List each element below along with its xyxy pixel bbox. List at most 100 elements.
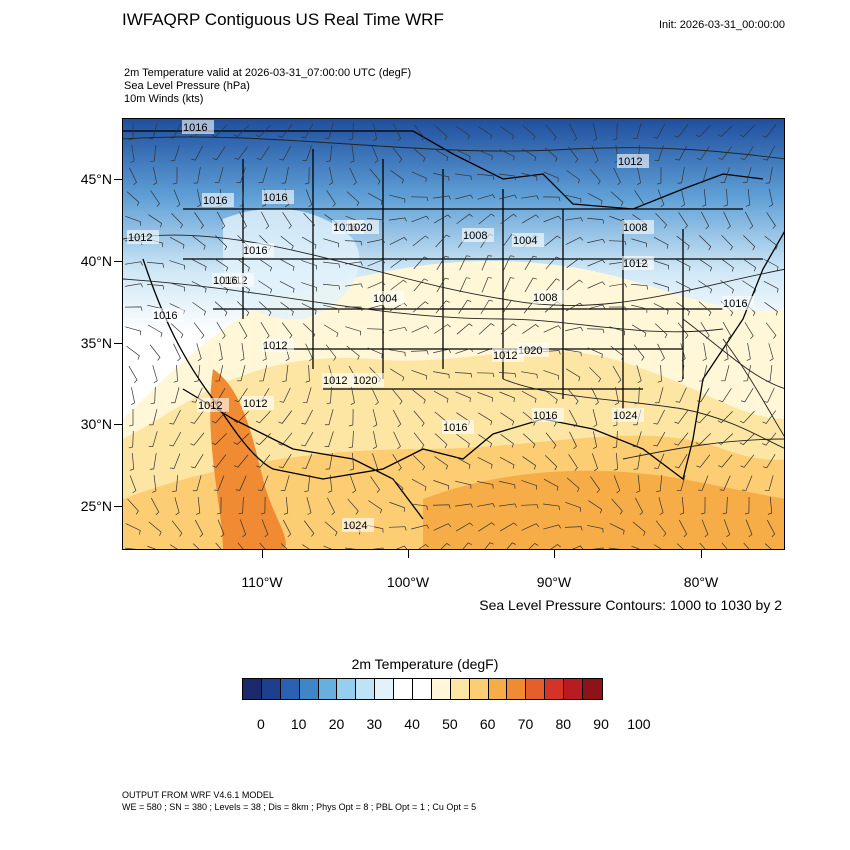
- svg-text:1004: 1004: [373, 293, 397, 305]
- wind-barb: [587, 347, 603, 359]
- colorbar-swatch: [243, 679, 262, 699]
- lat-label-45n: 45°N: [80, 171, 112, 187]
- wind-barb: [372, 409, 378, 428]
- isobar-label: 1012: [622, 256, 654, 270]
- wind-barb: [462, 542, 472, 549]
- svg-text:1016: 1016: [443, 422, 467, 434]
- colorbar-swatch: [431, 679, 451, 699]
- wind-barb: [455, 194, 474, 200]
- wind-barb: [455, 173, 472, 181]
- wind-barb: [614, 387, 619, 405]
- wind-barb: [433, 195, 451, 200]
- wind-barb: [587, 281, 606, 289]
- wind-barb: [171, 520, 183, 537]
- wind-barb: [762, 124, 777, 138]
- wind-barb: [216, 496, 222, 515]
- wind-barb: [678, 519, 688, 538]
- wind-barb: [500, 126, 514, 140]
- wind-barb: [484, 542, 494, 549]
- wind-barb: [240, 343, 245, 361]
- isobar: [123, 136, 784, 160]
- wind-barb: [545, 278, 560, 292]
- wind-barb: [305, 189, 313, 208]
- wind-barb: [478, 412, 493, 426]
- wind-barb: [323, 261, 340, 268]
- lat-tick: [114, 179, 122, 180]
- wind-barb: [745, 189, 751, 207]
- wind-barb: [765, 322, 777, 339]
- wind-barb: [698, 258, 713, 272]
- wind-barb: [411, 503, 428, 511]
- svg-text:1016: 1016: [723, 298, 747, 310]
- wind-barb: [653, 431, 666, 447]
- wind-barb: [125, 261, 143, 266]
- wind-barb: [543, 325, 562, 333]
- wind-barb: [499, 391, 515, 403]
- svg-text:1016: 1016: [213, 275, 237, 287]
- wind-barb: [721, 234, 733, 251]
- wind-barb: [150, 190, 160, 207]
- wind-barb: [190, 432, 205, 446]
- wind-barb: [389, 501, 405, 512]
- isobar-label: 1004: [512, 233, 544, 247]
- wind-barb: [743, 542, 750, 549]
- wind-barb: [324, 409, 334, 426]
- wind-barb: [152, 475, 157, 493]
- isobar-label: 1016: [182, 120, 214, 134]
- wind-barb: [258, 280, 273, 294]
- wind-barb: [702, 343, 707, 361]
- wind-barb: [657, 189, 665, 208]
- wind-barb: [568, 409, 578, 428]
- wind-barb: [413, 410, 425, 427]
- wind-barb: [762, 432, 777, 446]
- wind-barb: [279, 145, 292, 161]
- isobar-label: 1012: [492, 348, 524, 362]
- wind-barb: [345, 261, 363, 266]
- svg-text:1012: 1012: [243, 398, 267, 410]
- wind-barb: [743, 235, 756, 251]
- wind-barb: [261, 211, 270, 230]
- wind-barb: [522, 125, 536, 141]
- wind-barb: [413, 432, 425, 449]
- wind-barb: [680, 189, 686, 207]
- wind-barb: [326, 190, 336, 207]
- svg-text:1012: 1012: [128, 232, 152, 244]
- wind-barb: [565, 194, 582, 203]
- wind-barb: [128, 430, 134, 449]
- wind-barb: [130, 145, 135, 163]
- wind-barb: [675, 281, 691, 293]
- wind-barb: [478, 213, 495, 225]
- wind-barb: [366, 328, 385, 334]
- wind-barb: [676, 543, 684, 549]
- isobar: [682, 318, 784, 389]
- colorbar-label: 100: [627, 716, 651, 732]
- wind-barb: [499, 503, 517, 508]
- wind-barb: [147, 324, 163, 337]
- wind-barb: [389, 302, 408, 312]
- wind-barb: [193, 167, 201, 184]
- wind-barb: [587, 193, 603, 205]
- isobar: [502, 378, 784, 449]
- wind-barb: [393, 123, 402, 142]
- wind-barb: [721, 542, 728, 549]
- field-temperature-label: 2m Temperature valid at 2026-03-31_07:00…: [124, 67, 412, 79]
- isobar-label: 1020: [517, 343, 549, 357]
- wind-barb: [280, 543, 288, 549]
- wind-barb: [302, 387, 312, 404]
- wind-barb: [211, 124, 227, 138]
- wind-barb: [477, 503, 495, 508]
- wind-barb: [740, 146, 754, 161]
- wind-barb: [632, 431, 642, 448]
- wind-barb: [632, 123, 642, 140]
- wind-barb: [434, 125, 448, 141]
- wind-barb: [477, 194, 496, 200]
- svg-text:1020: 1020: [348, 222, 372, 234]
- wind-barb: [592, 409, 598, 428]
- wind-barb: [654, 323, 668, 339]
- wind-barb: [413, 455, 426, 471]
- wind-barb: [328, 167, 333, 185]
- wind-barb: [348, 408, 354, 427]
- wind-barb: [327, 497, 336, 516]
- wind-barb: [766, 212, 776, 229]
- wind-barb: [368, 500, 383, 514]
